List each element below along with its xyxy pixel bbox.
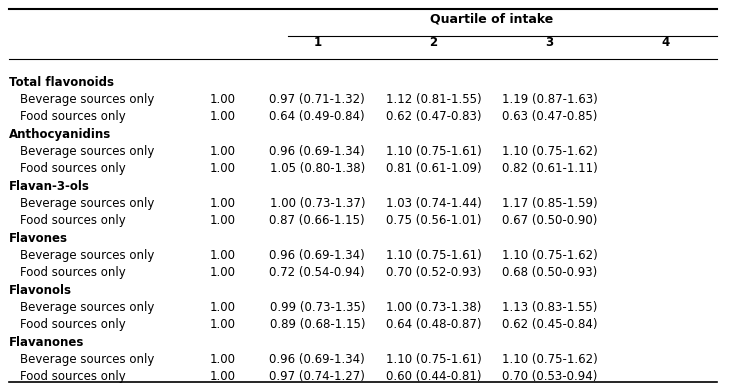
Text: 0.62 (0.47-0.83): 0.62 (0.47-0.83)	[386, 110, 481, 123]
Text: 1.00: 1.00	[210, 353, 236, 366]
Text: 1.10 (0.75-1.62): 1.10 (0.75-1.62)	[502, 353, 598, 366]
Text: Beverage sources only: Beverage sources only	[20, 197, 154, 210]
Text: 1.13 (0.83-1.55): 1.13 (0.83-1.55)	[502, 301, 597, 314]
Text: Beverage sources only: Beverage sources only	[20, 93, 154, 106]
Text: 0.97 (0.71-1.32): 0.97 (0.71-1.32)	[270, 93, 365, 106]
Text: 0.72 (0.54-0.94): 0.72 (0.54-0.94)	[270, 266, 365, 279]
Text: 4: 4	[662, 36, 670, 49]
Text: 0.64 (0.49-0.84): 0.64 (0.49-0.84)	[270, 110, 365, 123]
Text: 0.68 (0.50-0.93): 0.68 (0.50-0.93)	[502, 266, 597, 279]
Text: Flavanones: Flavanones	[9, 336, 84, 348]
Text: 0.96 (0.69-1.34): 0.96 (0.69-1.34)	[270, 145, 365, 158]
Text: 0.70 (0.52-0.93): 0.70 (0.52-0.93)	[386, 266, 481, 279]
Text: 1.00 (0.73-1.37): 1.00 (0.73-1.37)	[270, 197, 365, 210]
Text: Food sources only: Food sources only	[20, 318, 125, 331]
Text: 1.17 (0.85-1.59): 1.17 (0.85-1.59)	[502, 197, 598, 210]
Text: 1.00: 1.00	[210, 145, 236, 158]
Text: 1.00: 1.00	[210, 370, 236, 383]
Text: Food sources only: Food sources only	[20, 266, 125, 279]
Text: 1.00: 1.00	[210, 318, 236, 331]
Text: 1.10 (0.75-1.61): 1.10 (0.75-1.61)	[386, 249, 481, 262]
Text: 0.60 (0.44-0.81): 0.60 (0.44-0.81)	[386, 370, 481, 383]
Text: 0.64 (0.48-0.87): 0.64 (0.48-0.87)	[386, 318, 481, 331]
Text: 0.62 (0.45-0.84): 0.62 (0.45-0.84)	[502, 318, 598, 331]
Text: Food sources only: Food sources only	[20, 110, 125, 123]
Text: Beverage sources only: Beverage sources only	[20, 249, 154, 262]
Text: Flavones: Flavones	[9, 232, 68, 244]
Text: Food sources only: Food sources only	[20, 370, 125, 383]
Text: 0.63 (0.47-0.85): 0.63 (0.47-0.85)	[502, 110, 597, 123]
Text: Total flavonoids: Total flavonoids	[9, 76, 114, 88]
Text: 0.89 (0.68-1.15): 0.89 (0.68-1.15)	[270, 318, 365, 331]
Text: 0.96 (0.69-1.34): 0.96 (0.69-1.34)	[270, 353, 365, 366]
Text: 1.10 (0.75-1.62): 1.10 (0.75-1.62)	[502, 249, 598, 262]
Text: Flavonols: Flavonols	[9, 284, 71, 296]
Text: Food sources only: Food sources only	[20, 162, 125, 175]
Text: 0.99 (0.73-1.35): 0.99 (0.73-1.35)	[270, 301, 365, 314]
Text: 0.81 (0.61-1.09): 0.81 (0.61-1.09)	[386, 162, 481, 175]
Text: Quartile of intake: Quartile of intake	[430, 13, 553, 26]
Text: 1.00: 1.00	[210, 197, 236, 210]
Text: Beverage sources only: Beverage sources only	[20, 353, 154, 366]
Text: 3: 3	[545, 36, 554, 49]
Text: 1.00: 1.00	[210, 162, 236, 175]
Text: 1.00: 1.00	[210, 110, 236, 123]
Text: 1.00: 1.00	[210, 214, 236, 227]
Text: Anthocyanidins: Anthocyanidins	[9, 128, 111, 140]
Text: 1.10 (0.75-1.61): 1.10 (0.75-1.61)	[386, 353, 481, 366]
Text: 1.05 (0.80-1.38): 1.05 (0.80-1.38)	[270, 162, 365, 175]
Text: 1.12 (0.81-1.55): 1.12 (0.81-1.55)	[386, 93, 481, 106]
Text: 1.10 (0.75-1.61): 1.10 (0.75-1.61)	[386, 145, 481, 158]
Text: 1.10 (0.75-1.62): 1.10 (0.75-1.62)	[502, 145, 598, 158]
Text: 1.19 (0.87-1.63): 1.19 (0.87-1.63)	[502, 93, 598, 106]
Text: 0.96 (0.69-1.34): 0.96 (0.69-1.34)	[270, 249, 365, 262]
Text: 1.00: 1.00	[210, 301, 236, 314]
Text: 0.82 (0.61-1.11): 0.82 (0.61-1.11)	[502, 162, 598, 175]
Text: 1.03 (0.74-1.44): 1.03 (0.74-1.44)	[386, 197, 481, 210]
Text: 1.00: 1.00	[210, 266, 236, 279]
Text: 1.00 (0.73-1.38): 1.00 (0.73-1.38)	[386, 301, 481, 314]
Text: 0.70 (0.53-0.94): 0.70 (0.53-0.94)	[502, 370, 597, 383]
Text: 1: 1	[313, 36, 321, 49]
Text: 0.75 (0.56-1.01): 0.75 (0.56-1.01)	[386, 214, 481, 227]
Text: Beverage sources only: Beverage sources only	[20, 145, 154, 158]
Text: 0.97 (0.74-1.27): 0.97 (0.74-1.27)	[269, 370, 365, 383]
Text: Food sources only: Food sources only	[20, 214, 125, 227]
Text: 1.00: 1.00	[210, 93, 236, 106]
Text: 0.87 (0.66-1.15): 0.87 (0.66-1.15)	[270, 214, 365, 227]
Text: 2: 2	[429, 36, 437, 49]
Text: Flavan-3-ols: Flavan-3-ols	[9, 180, 90, 192]
Text: 1.00: 1.00	[210, 249, 236, 262]
Text: Beverage sources only: Beverage sources only	[20, 301, 154, 314]
Text: 0.67 (0.50-0.90): 0.67 (0.50-0.90)	[502, 214, 597, 227]
